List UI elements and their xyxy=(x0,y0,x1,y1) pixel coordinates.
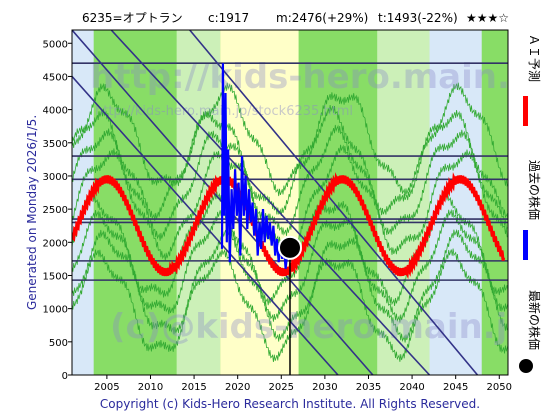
x-tick-label: 2045 xyxy=(443,382,468,393)
past-price-series xyxy=(220,63,292,269)
background-band xyxy=(377,30,430,375)
rating-stars: ★★★☆ xyxy=(466,11,509,25)
diagonal-trendline xyxy=(189,30,479,375)
x-tick-label: 2030 xyxy=(312,382,337,393)
y-tick-label: 2000 xyxy=(43,238,68,249)
x-tick-label: 2005 xyxy=(94,382,119,393)
diagonal-trendlines xyxy=(72,30,479,375)
y-tick-label: 1500 xyxy=(43,271,68,282)
legend-label: ＡＩ予測 xyxy=(527,34,541,82)
y-tick-label: 3000 xyxy=(43,172,68,183)
diagonal-trendline xyxy=(110,30,431,375)
ai-forecast-line xyxy=(72,172,506,280)
band-line xyxy=(72,82,508,197)
plot-area: http://kids-hero.main.jp/ http://kids-he… xyxy=(72,30,532,375)
latest-price-marker xyxy=(278,235,302,260)
current-price: c:1917 xyxy=(208,11,249,25)
diagonal-trendline xyxy=(72,75,339,375)
band-line xyxy=(72,105,508,221)
plot-frame xyxy=(71,29,509,376)
legend-marker-bar xyxy=(523,96,528,126)
y-axis-ticks: 0 500 1000 1500 2000 2500 3000 3500 4000 4500 5000 xyxy=(43,39,72,382)
latest-price-group xyxy=(278,235,302,375)
x-tick-label: 2010 xyxy=(138,382,163,393)
background-band xyxy=(93,30,177,375)
x-tick-label: 2035 xyxy=(356,382,381,393)
watermark-bottom: (c)@kids-hero.main.jp xyxy=(110,307,532,347)
y-tick-label: 4500 xyxy=(43,72,68,83)
legend-label: 最新の株価 xyxy=(527,290,542,350)
legend-label: 過去の株価 xyxy=(527,160,542,220)
x-tick-label: 2040 xyxy=(399,382,424,393)
x-tick-label: 2020 xyxy=(225,382,250,393)
ai-forecast-series xyxy=(72,172,506,280)
x-axis-ticks: 2005 2010 2015 2020 2025 2030 2035 2040 2045 2050 xyxy=(94,375,512,393)
target-price: t:1493(-22%) xyxy=(378,11,458,25)
legend-marker-bar xyxy=(523,230,528,260)
y-tick-label: 4000 xyxy=(43,106,68,117)
mean-price: m:2476(+29%) xyxy=(276,11,368,25)
y-tick-label: 0 xyxy=(62,371,68,382)
past-price-line xyxy=(220,63,292,269)
stock-code-name: 6235=オプトラン xyxy=(82,11,183,25)
y-tick-label: 5000 xyxy=(43,39,68,50)
y-tick-label: 3500 xyxy=(43,139,68,150)
x-tick-label: 2050 xyxy=(487,382,512,393)
legend-marker-dot xyxy=(519,359,533,373)
x-tick-label: 2015 xyxy=(181,382,206,393)
x-tick-label: 2025 xyxy=(269,382,294,393)
y-tick-label: 500 xyxy=(49,338,68,349)
band-line xyxy=(72,124,508,241)
generated-date-label: Generated on Monday 2026/1/5. xyxy=(25,115,39,310)
copyright-text: Copyright (c) Kids-Hero Research Institu… xyxy=(100,397,480,411)
y-tick-label: 2500 xyxy=(43,205,68,216)
y-tick-label: 1000 xyxy=(43,305,68,316)
